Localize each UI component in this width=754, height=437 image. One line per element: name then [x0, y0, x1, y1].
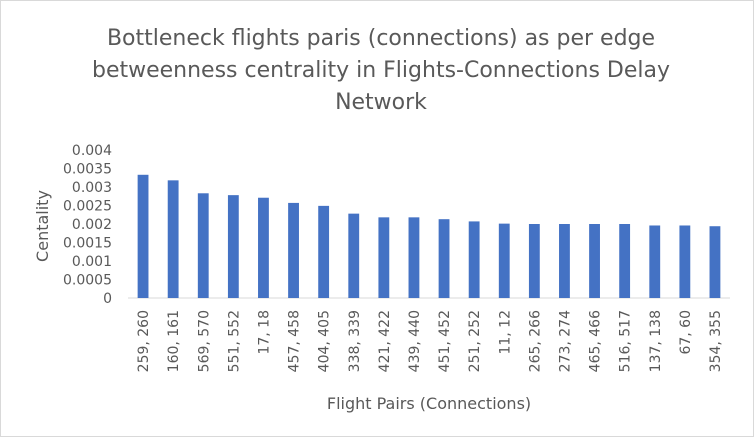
y-tick-label: 0.001: [72, 254, 112, 270]
x-tick-label: 273, 274: [557, 310, 573, 372]
y-tick-label: 0.0005: [63, 273, 112, 289]
x-tick-label: 11, 12: [497, 310, 513, 355]
x-tick-label: 338, 339: [347, 310, 363, 372]
x-tick-label: 404, 405: [317, 310, 333, 372]
y-tick-labels: 0 0.0005 0.001 0.0015 0.002 0.0025 0.003 0.0035…: [63, 143, 112, 307]
x-tick-label: 160, 161: [166, 310, 182, 372]
bar-16: [619, 224, 631, 298]
y-tick-label: 0.0015: [63, 236, 112, 252]
bar-1: [167, 180, 179, 298]
bar-17: [649, 225, 661, 298]
bar-7: [348, 213, 360, 298]
x-tick-label: 354, 355: [708, 310, 724, 372]
y-tick-label: 0.0035: [63, 162, 112, 178]
x-tick-label: 516, 517: [618, 310, 634, 372]
x-tick-label: 451, 452: [437, 310, 453, 372]
x-tick-label: 421, 422: [377, 310, 393, 372]
y-tick-label: 0.0025: [63, 199, 112, 215]
x-tick-label: 259, 260: [136, 310, 152, 372]
x-tick-label: 439, 440: [407, 310, 423, 372]
bar-8: [378, 217, 390, 298]
bar-14: [559, 224, 570, 298]
bar-11: [468, 221, 480, 298]
x-tick-label: 251, 252: [467, 310, 483, 372]
x-tick-label: 137, 138: [648, 310, 664, 372]
y-tick-label: 0.004: [72, 143, 112, 159]
x-tick-label: 465, 466: [588, 310, 604, 372]
bar-3: [227, 195, 239, 298]
y-tick-label: 0: [103, 291, 112, 307]
x-tick-label: 67, 60: [678, 310, 694, 355]
bar-12: [498, 223, 510, 298]
bar-10: [438, 219, 450, 298]
bar-4: [258, 197, 269, 298]
y-tick-label: 0.002: [72, 217, 112, 233]
chart-title: Bottleneck flights paris (connections) a…: [91, 26, 670, 115]
y-tick-label: 0.003: [72, 180, 112, 196]
bar-2: [197, 193, 209, 298]
bar-18: [679, 225, 691, 298]
bar-6: [318, 205, 330, 298]
bar-5: [288, 202, 299, 298]
x-tick-label: 17, 18: [256, 310, 272, 355]
bar-0: [137, 174, 149, 298]
x-axis-label: Flight Pairs (Connections): [327, 394, 531, 413]
x-tick-label: 265, 266: [527, 310, 543, 372]
y-axis-label: Centality: [33, 190, 52, 262]
bar-13: [528, 224, 540, 298]
bar-19: [709, 226, 721, 298]
bar-9: [408, 217, 420, 298]
x-tick-label: 457, 458: [287, 310, 303, 372]
x-tick-label: 569, 570: [196, 310, 212, 372]
bar-15: [589, 224, 600, 298]
bars: [137, 174, 721, 298]
x-tick-labels: 259, 260 160, 161 569, 570 551, 552 17, 18 45…: [136, 310, 724, 372]
x-tick-label: 551, 552: [226, 310, 242, 372]
